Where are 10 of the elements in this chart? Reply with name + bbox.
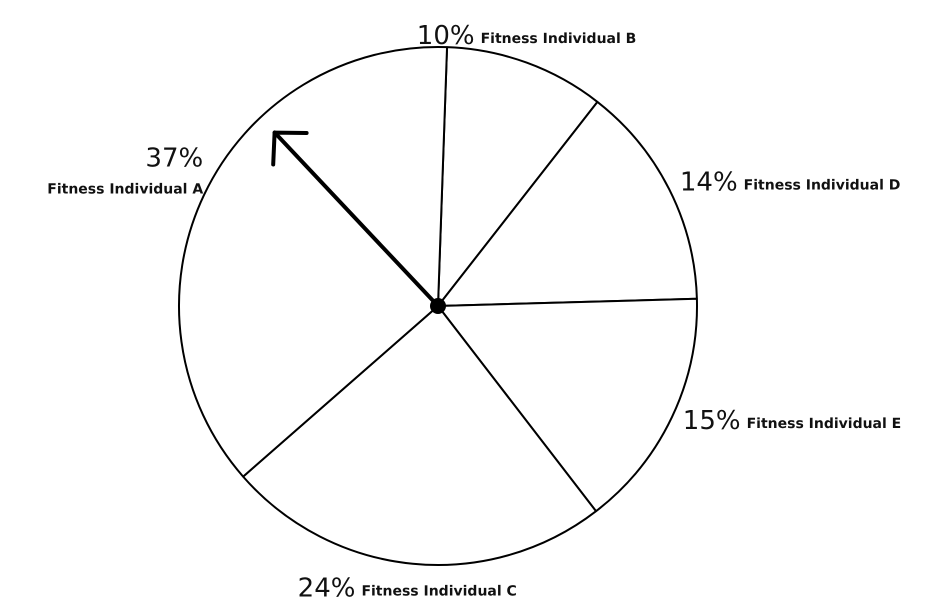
- slice-label: Fitness Individual B: [480, 30, 636, 47]
- data-label: 24%: [298, 573, 356, 604]
- data-label: 10%: [416, 21, 475, 52]
- data-label: 37%: [145, 144, 204, 174]
- slice-label: Fitness Individual C: [361, 583, 517, 600]
- data-label: 14%: [680, 168, 738, 198]
- slice-label: Fitness Individual A: [47, 181, 204, 198]
- data-label: 15%: [682, 406, 741, 436]
- slice-label: Fitness Individual E: [746, 416, 902, 432]
- slice-label: Fitness Individual D: [744, 177, 900, 194]
